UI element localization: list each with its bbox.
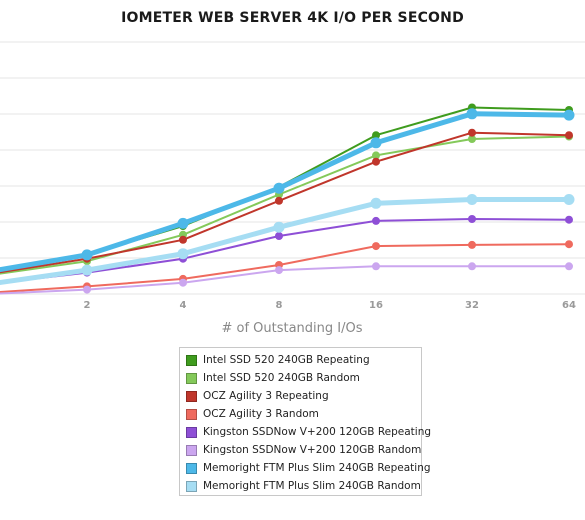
legend-item: OCZ Agility 3 Random	[186, 406, 319, 422]
data-point	[372, 262, 380, 271]
series-6	[0, 108, 575, 273]
legend-item: Kingston SSDNow V+200 120GB Random	[186, 442, 421, 458]
legend-item: Memoright FTM Plus Slim 240GB Random	[186, 478, 421, 494]
data-point	[372, 131, 380, 140]
x-tick-label: 16	[369, 300, 383, 311]
legend-swatch	[186, 354, 197, 366]
series-7	[0, 194, 575, 286]
data-point	[177, 217, 189, 229]
legend-item: Intel SSD 520 240GB Random	[186, 370, 360, 386]
data-point	[275, 196, 283, 205]
legend-label: Intel SSD 520 240GB Repeating	[203, 354, 370, 366]
data-point	[372, 216, 380, 225]
x-axis-label: # of Outstanding I/Os	[221, 321, 362, 336]
data-point	[179, 278, 187, 287]
data-point	[468, 240, 476, 249]
legend-item: Intel SSD 520 240GB Repeating	[186, 352, 370, 368]
legend-swatch	[186, 426, 197, 438]
data-point	[468, 215, 476, 223]
data-point	[275, 266, 283, 275]
data-point	[275, 232, 283, 240]
legend-item: Kingston SSDNow V+200 120GB Repeating	[186, 424, 431, 440]
x-tick-label: 8	[276, 300, 283, 311]
legend-swatch	[186, 480, 197, 492]
legend-label: Kingston SSDNow V+200 120GB Random	[203, 444, 422, 456]
data-point	[466, 194, 478, 205]
data-point	[179, 235, 187, 244]
data-point	[81, 264, 93, 276]
data-point	[370, 137, 382, 149]
series-5	[0, 262, 573, 295]
legend-item: Memoright FTM Plus Slim 240GB Repeating	[186, 460, 431, 476]
x-tick-label: 2	[84, 300, 91, 311]
data-point	[273, 182, 285, 194]
legend-label: Memoright FTM Plus Slim 240GB Repeating	[203, 462, 431, 474]
series-layer	[0, 103, 575, 295]
legend-label: Memoright FTM Plus Slim 240GB Random	[203, 480, 421, 492]
x-tick-label: 4	[180, 300, 187, 311]
legend-label: OCZ Agility 3 Random	[203, 408, 319, 420]
data-point	[177, 248, 189, 260]
legend-swatch	[186, 408, 197, 420]
legend-item: OCZ Agility 3 Repeating	[186, 388, 329, 404]
x-tick-label: 32	[465, 300, 479, 311]
data-point	[466, 108, 478, 120]
x-tick-label: 64	[562, 300, 576, 311]
data-point	[372, 242, 380, 251]
line-chart: 2 4 8 16 32 64 # of Outstanding I/Os	[0, 41, 585, 336]
data-point	[370, 197, 382, 209]
data-point	[81, 249, 93, 261]
data-point	[468, 128, 476, 137]
legend-swatch	[186, 444, 197, 456]
legend-swatch	[186, 462, 197, 474]
x-tick-labels: 2 4 8 16 32 64	[84, 300, 576, 311]
legend-label: Intel SSD 520 240GB Random	[203, 372, 360, 384]
legend-swatch	[186, 372, 197, 384]
data-point	[563, 194, 575, 205]
data-point	[565, 131, 573, 140]
data-point	[468, 262, 476, 271]
data-point	[468, 135, 476, 143]
data-point	[565, 262, 573, 271]
legend-label: Kingston SSDNow V+200 120GB Repeating	[203, 426, 432, 438]
data-point	[565, 240, 573, 249]
data-point	[83, 285, 91, 294]
data-point	[372, 151, 380, 160]
data-point	[372, 157, 380, 166]
chart-title: IOMETER WEB SERVER 4K I/O PER SECOND	[121, 10, 464, 26]
legend-swatch	[186, 390, 197, 402]
legend-label: OCZ Agility 3 Repeating	[203, 390, 329, 402]
data-point	[273, 221, 285, 233]
data-point	[565, 215, 573, 224]
data-point	[563, 109, 575, 121]
legend: Intel SSD 520 240GB Repeating Intel SSD 5…	[179, 347, 431, 496]
